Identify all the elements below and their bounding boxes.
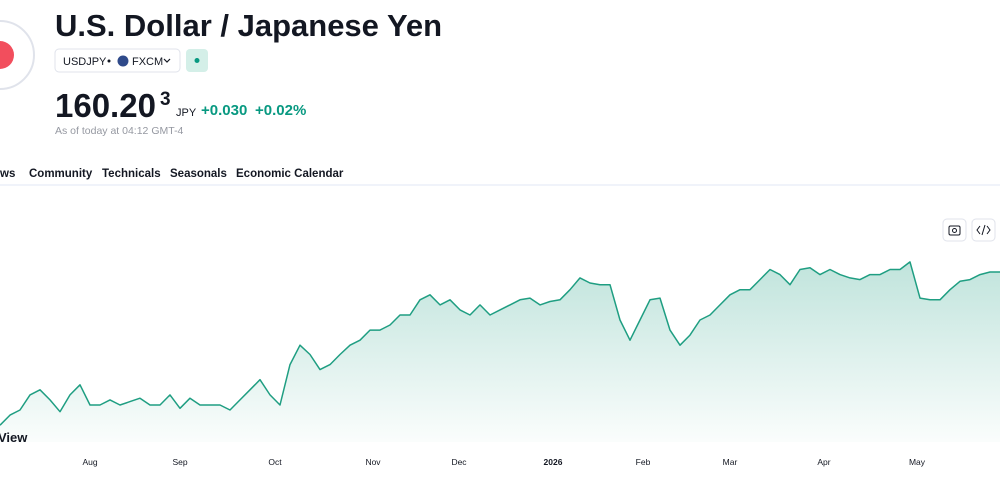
change-percent: +0.02% — [255, 102, 306, 119]
x-tick-label: Oct — [268, 457, 282, 467]
symbol: USDJPY — [63, 56, 107, 68]
price-sup: 3 — [160, 89, 171, 110]
logo-ring — [0, 20, 35, 90]
logo — [0, 41, 14, 69]
change: +0.030 — [201, 102, 247, 119]
timestamp: As of today at 04:12 GMT-4 — [55, 125, 184, 137]
x-tick-label: Dec — [451, 457, 467, 467]
x-tick-label: May — [909, 457, 926, 467]
separator — [107, 59, 111, 63]
symbol-pill[interactable] — [54, 48, 181, 73]
x-tick-label: Feb — [636, 457, 651, 467]
x-tick-label: 2026 — [544, 457, 563, 467]
x-tick-label: Aug — [82, 457, 97, 467]
x-tick-label: Sep — [172, 457, 187, 467]
status-dot — [194, 58, 200, 63]
tab[interactable]: ws — [0, 168, 15, 180]
watermark: View — [0, 430, 28, 445]
camera-icon — [948, 225, 961, 236]
chart: Aug Sep Oct Nov Dec 2026 Feb Mar Apr May — [0, 261, 1000, 467]
title: U.S. Dollar / Japanese Yen — [55, 8, 442, 43]
tab[interactable]: Economic Calendar — [236, 168, 344, 180]
exchange-icon — [117, 55, 129, 67]
tab-divider — [0, 184, 1000, 186]
exchange: FXCM — [132, 56, 163, 68]
code-icon — [976, 224, 991, 236]
tab[interactable]: Seasonals — [170, 168, 227, 180]
x-tick-label: Nov — [365, 457, 381, 467]
tab[interactable]: Technicals — [102, 168, 161, 180]
area-fill — [0, 261, 1000, 442]
dropdown-arrow — [163, 58, 171, 63]
tab[interactable]: Community — [29, 168, 93, 180]
x-tick-label: Apr — [817, 457, 830, 467]
snapshot-button[interactable] — [942, 218, 967, 242]
camera-lens — [952, 228, 957, 233]
price: 160.20 — [55, 87, 156, 124]
currency: JPY — [176, 107, 197, 119]
x-tick-label: Mar — [723, 457, 738, 467]
price-line — [0, 261, 1000, 426]
